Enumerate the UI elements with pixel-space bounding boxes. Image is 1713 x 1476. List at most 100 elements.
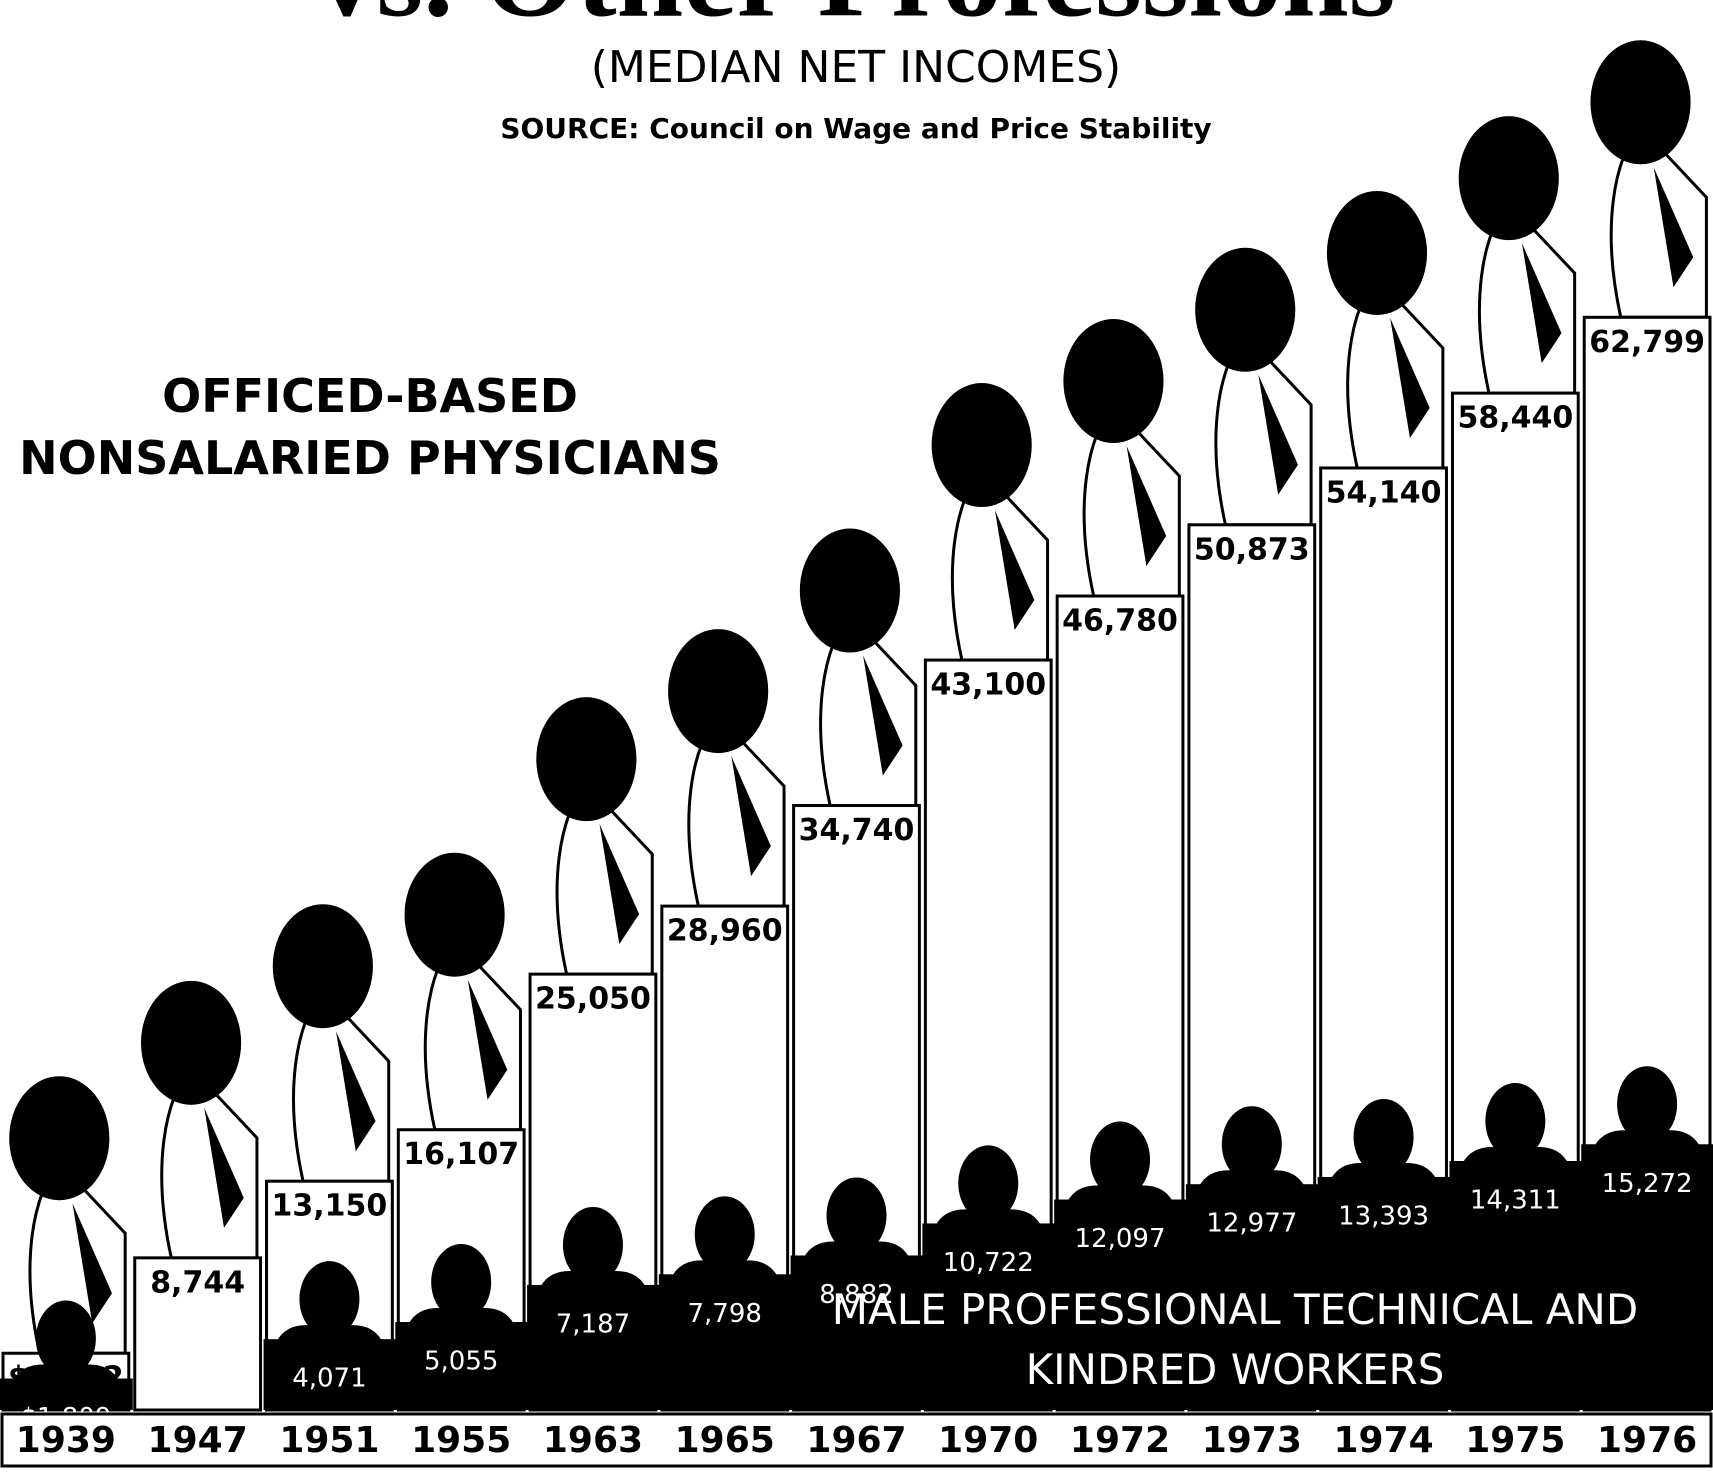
- series-label: MALE PROFESSIONAL TECHNICAL AND KINDRED …: [831, 1285, 1639, 1394]
- data-label: 8,744: [150, 1265, 245, 1300]
- data-label: 13,393: [1338, 1201, 1429, 1231]
- data-label: 46,780: [1062, 604, 1178, 639]
- icon: [1521, 243, 1562, 364]
- icon: [431, 1244, 492, 1321]
- icon: [467, 979, 508, 1100]
- data-label: 62,799: [1589, 325, 1705, 360]
- data-label: 25,050: [535, 982, 651, 1017]
- x-tick-label: 1972: [1070, 1420, 1170, 1461]
- data-label: 7,187: [556, 1309, 630, 1339]
- icon: [562, 1206, 623, 1283]
- bar: [1581, 1144, 1713, 1410]
- icon: [1590, 40, 1691, 165]
- x-tick-label: 1973: [1202, 1420, 1302, 1461]
- icon: [1090, 1121, 1151, 1198]
- data-label: 28,960: [667, 914, 783, 949]
- data-label: N.A.: [173, 1371, 222, 1399]
- data-label: 14,311: [1470, 1185, 1561, 1215]
- bar: [1054, 1199, 1187, 1410]
- icon: [1653, 167, 1694, 288]
- icon: [1067, 1185, 1173, 1202]
- data-label: 12,977: [1206, 1209, 1297, 1239]
- series-label: OFFICED-BASED NONSALARIED PHYSICIANS: [19, 369, 721, 485]
- bar: [922, 1223, 1056, 1410]
- icon: [1221, 1106, 1282, 1183]
- data-label: 7,798: [688, 1299, 762, 1329]
- icon: [536, 697, 637, 822]
- bar: [658, 1274, 792, 1410]
- icon: [694, 1196, 755, 1273]
- icon: [72, 1203, 113, 1324]
- x-tick-label: 1974: [1333, 1420, 1433, 1461]
- icon: [1353, 1098, 1414, 1175]
- icon: [1390, 317, 1430, 438]
- bar: [395, 1322, 529, 1410]
- icon: [1594, 1130, 1700, 1147]
- icon: [1258, 374, 1298, 495]
- icon: [1063, 319, 1164, 444]
- x-tick-label: 1976: [1597, 1420, 1697, 1461]
- bar: [1185, 1184, 1319, 1410]
- icon: [958, 1145, 1019, 1222]
- icon: [1126, 446, 1167, 567]
- x-tick-label: 1947: [148, 1420, 248, 1461]
- x-tick-label: 1967: [806, 1420, 906, 1461]
- data-label: 16,107: [403, 1137, 519, 1172]
- icon: [1330, 1162, 1437, 1179]
- icon: [863, 655, 903, 776]
- icon: [668, 629, 769, 754]
- data-label: 50,873: [1194, 532, 1310, 567]
- chart-title: vs. Other Professions: [317, 0, 1396, 42]
- icon: [1462, 1146, 1569, 1163]
- icon: [1458, 116, 1559, 241]
- bar: [1317, 1176, 1451, 1410]
- data-label: 58,440: [1457, 401, 1573, 436]
- icon: [1199, 1170, 1305, 1187]
- x-tick-label: 1965: [675, 1420, 775, 1461]
- icon: [9, 1076, 110, 1201]
- data-label: 13,150: [272, 1189, 388, 1224]
- icon: [994, 510, 1035, 631]
- icon: [1485, 1082, 1546, 1159]
- x-tick-label: 1951: [279, 1420, 379, 1461]
- bar: [0, 1378, 133, 1410]
- x-tick-label: 1955: [411, 1420, 511, 1461]
- bar: [790, 1255, 924, 1410]
- icon: [803, 1241, 910, 1258]
- icon: [140, 980, 242, 1105]
- icon: [1326, 190, 1428, 315]
- icon: [336, 1031, 376, 1152]
- data-label: 54,140: [1326, 475, 1442, 510]
- icon: [204, 1107, 244, 1228]
- icon: [540, 1270, 646, 1287]
- data-label: 12,097: [1075, 1224, 1166, 1254]
- data-label: 4,071: [292, 1364, 366, 1394]
- icon: [299, 1261, 360, 1338]
- icon: [672, 1260, 778, 1277]
- icon: [272, 904, 373, 1029]
- data-label: 5,055: [424, 1347, 498, 1377]
- data-label: 15,272: [1602, 1169, 1693, 1199]
- icon: [935, 1209, 1041, 1226]
- source: SOURCE: Council on Wage and Price Stabil…: [500, 112, 1211, 145]
- bar: [263, 1339, 397, 1410]
- chart-subtitle: (MEDIAN NET INCOMES): [591, 42, 1121, 93]
- icon: [599, 824, 640, 945]
- icon: [931, 383, 1032, 508]
- data-label: 34,740: [799, 813, 915, 848]
- axis-strip: [0, 1412, 1713, 1468]
- data-label: 10,722: [943, 1248, 1034, 1278]
- x-tick-label: 1970: [938, 1420, 1038, 1461]
- bar: [1449, 1160, 1583, 1410]
- icon: [276, 1325, 383, 1342]
- bar: [133, 1256, 263, 1412]
- icon: [35, 1300, 96, 1377]
- icon: [408, 1308, 514, 1325]
- data-label: 43,100: [930, 668, 1046, 703]
- x-tick-label: 1939: [16, 1420, 116, 1461]
- x-tick-label: 1975: [1465, 1420, 1565, 1461]
- icon: [13, 1364, 119, 1381]
- icon: [1195, 247, 1296, 372]
